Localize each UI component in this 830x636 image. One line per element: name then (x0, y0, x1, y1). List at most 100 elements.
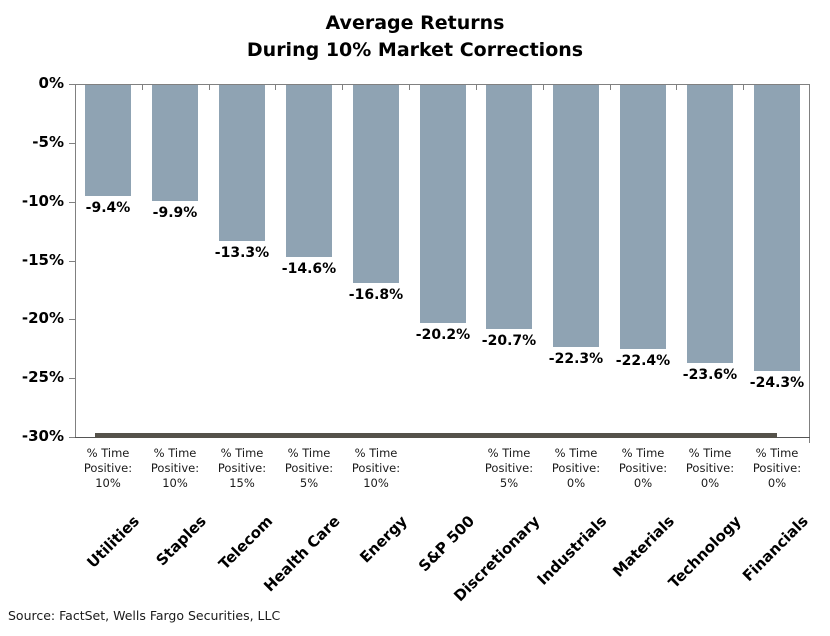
y-tick-label: 0% (38, 74, 64, 92)
x-tick-mark (676, 85, 677, 90)
x-baseline-thick (95, 433, 777, 438)
y-tick-mark (69, 142, 75, 144)
time-positive-line: Positive: (150, 461, 200, 475)
time-positive-label: % Time Positive: 0% (673, 446, 747, 491)
bar-value-label: -14.6% (281, 261, 337, 277)
x-tick-mark (476, 85, 477, 90)
time-positive-label: % Time Positive: 0% (606, 446, 680, 491)
x-tick-mark (610, 85, 611, 90)
bar-discretionary (486, 85, 532, 329)
bar-s-p-500 (420, 85, 466, 323)
x-category-label: Materials (609, 512, 678, 581)
bar-staples (152, 85, 198, 201)
x-category-label: Utilities (83, 512, 143, 572)
bar-value-label: -9.9% (152, 205, 198, 221)
time-positive-label: % Time Positive: 5% (272, 446, 346, 491)
bar-telecom (219, 85, 265, 241)
x-category-label: Industrials (533, 512, 611, 589)
y-tick-label: -10% (21, 191, 64, 210)
time-positive-line: % Time (354, 446, 398, 460)
time-positive-label: % Time Positive: 10% (339, 446, 413, 491)
time-positive-line: Positive: (551, 461, 601, 475)
bar-value-label: -13.3% (214, 245, 270, 261)
time-positive-line: % Time (621, 446, 665, 460)
time-positive-label: % Time Positive: 0% (740, 446, 814, 491)
y-tick-mark (69, 201, 75, 203)
time-positive-line: Positive: (685, 461, 735, 475)
y-tick-mark (69, 378, 75, 380)
bar-financials (754, 85, 800, 371)
x-category-label: Telecom (215, 512, 277, 574)
bar-technology (687, 85, 733, 363)
time-positive-line: 0% (566, 476, 586, 490)
y-tick-label: -15% (21, 250, 64, 269)
x-tick-mark (142, 85, 143, 90)
bar-value-label: -24.3% (749, 375, 805, 391)
time-positive-label: % Time Positive: 5% (472, 446, 546, 491)
time-positive-line: Positive: (351, 461, 401, 475)
time-positive-label: % Time Positive: 0% (539, 446, 613, 491)
time-positive-line: 0% (700, 476, 720, 490)
bar-value-label: -9.4% (85, 200, 131, 216)
bar-health-care (286, 85, 332, 257)
x-tick-mark (342, 85, 343, 90)
time-positive-line: 15% (229, 476, 255, 490)
zero-line (75, 84, 810, 85)
x-category-label: Energy (356, 512, 411, 567)
time-positive-line: 10% (363, 476, 389, 490)
bar-energy (353, 85, 399, 283)
time-positive-line: Positive: (484, 461, 534, 475)
chart-title: Average Returns During 10% Market Correc… (0, 10, 830, 64)
time-positive-label: % Time Positive: 15% (205, 446, 279, 491)
time-positive-line: Positive: (618, 461, 668, 475)
x-tick-mark (543, 85, 544, 90)
time-positive-line: 5% (299, 476, 319, 490)
chart-title-line2: During 10% Market Corrections (246, 39, 584, 61)
time-positive-line: Positive: (217, 461, 267, 475)
time-positive-line: % Time (153, 446, 197, 460)
time-positive-line: 0% (633, 476, 653, 490)
bar-industrials (553, 85, 599, 347)
y-tick-label: -20% (21, 309, 64, 328)
time-positive-line: % Time (86, 446, 130, 460)
time-positive-line: Positive: (284, 461, 334, 475)
bar-utilities (85, 85, 131, 196)
chart-title-line1: Average Returns (325, 12, 505, 34)
y-tick-mark (69, 260, 75, 262)
bar-value-label: -16.8% (348, 287, 404, 303)
x-category-label: S&P 500 (414, 512, 478, 576)
time-positive-line: 5% (499, 476, 519, 490)
source-note: Source: FactSet, Wells Fargo Securities,… (8, 608, 281, 623)
y-axis-line (75, 84, 76, 437)
bar-value-label: -20.7% (481, 333, 537, 349)
bar-value-label: -22.3% (548, 351, 604, 367)
y-tick-mark (69, 319, 75, 321)
y-tick-label: -30% (21, 427, 64, 445)
x-tick-mark (743, 85, 744, 90)
time-positive-label: % Time Positive: 10% (138, 446, 212, 491)
y-tick-mark (69, 84, 75, 85)
bar-value-label: -23.6% (682, 367, 738, 383)
time-positive-line: 10% (95, 476, 121, 490)
x-tick-mark (209, 85, 210, 90)
x-category-label: Financials (738, 512, 812, 585)
time-positive-line: % Time (220, 446, 264, 460)
right-border-line (809, 84, 810, 443)
time-positive-line: Positive: (752, 461, 802, 475)
time-positive-line: % Time (287, 446, 331, 460)
time-positive-line: Positive: (83, 461, 133, 475)
bar-value-label: -20.2% (415, 327, 471, 343)
y-tick-label: -25% (21, 368, 64, 387)
y-tick-label: -5% (32, 132, 64, 151)
time-positive-line: % Time (688, 446, 732, 460)
x-category-label: Staples (152, 512, 210, 570)
y-tick-mark (69, 437, 75, 438)
time-positive-line: 10% (162, 476, 188, 490)
x-tick-mark (409, 85, 410, 90)
time-positive-label: % Time Positive: 10% (71, 446, 145, 491)
time-positive-line: % Time (487, 446, 531, 460)
time-positive-line: % Time (755, 446, 799, 460)
x-tick-mark (275, 85, 276, 90)
bar-value-label: -22.4% (615, 353, 671, 369)
